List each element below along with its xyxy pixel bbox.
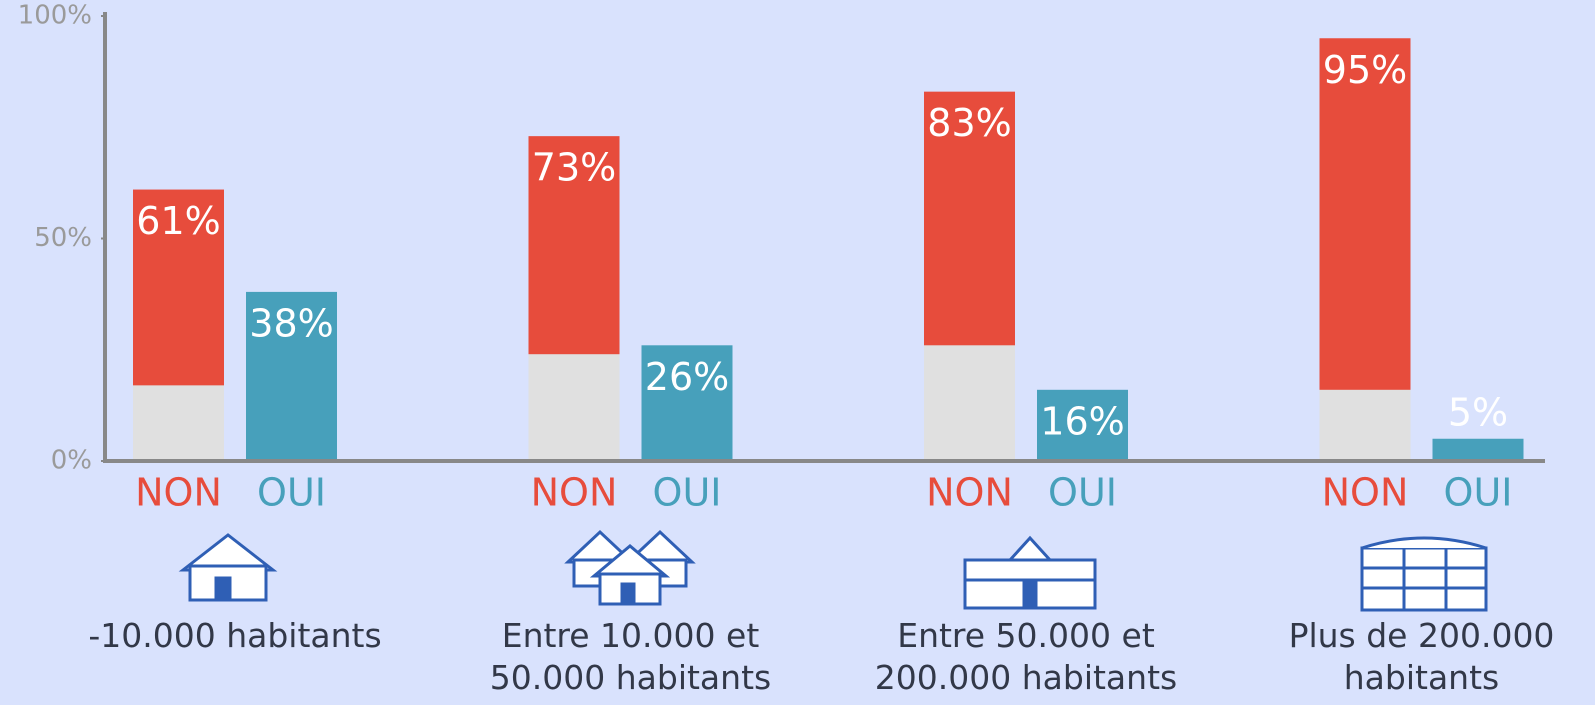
icons xyxy=(183,532,1486,610)
value-label: 73% xyxy=(532,146,616,190)
chart: 0% 50% 100% 61% NON 38% OUI 73% NON 26% OUI 83% NON 1… xyxy=(0,0,1595,705)
value-label: 38% xyxy=(249,301,333,345)
bar xyxy=(1433,439,1524,461)
series-label: NON xyxy=(531,471,618,515)
y-tick-label: 100% xyxy=(18,1,92,31)
bar-base xyxy=(133,385,224,461)
category-label: Entre 50.000 et 200.000 habitants xyxy=(846,615,1206,699)
series-label: OUI xyxy=(653,471,722,515)
series-label: NON xyxy=(135,471,222,515)
chart-page: 0% 50% 100% 61% NON 38% OUI 73% NON 26% OUI 83% NON 1… xyxy=(0,0,1595,705)
y-tick-label: 0% xyxy=(51,446,92,476)
bar-base xyxy=(924,345,1015,461)
series-label: OUI xyxy=(1048,471,1117,515)
series-label: NON xyxy=(926,471,1013,515)
series-label: OUI xyxy=(1444,471,1513,515)
series-label: OUI xyxy=(257,471,326,515)
category-label: Entre 10.000 et 50.000 habitants xyxy=(451,615,811,699)
category-label: -10.000 habitants xyxy=(55,615,415,657)
value-label: 83% xyxy=(927,101,1011,145)
bar-base xyxy=(529,354,620,461)
category-label: Plus de 200.000 habitants xyxy=(1242,615,1595,699)
y-tick-label: 50% xyxy=(34,223,92,253)
value-label: 61% xyxy=(136,199,220,243)
value-label: 16% xyxy=(1040,399,1124,443)
bar-base xyxy=(1320,390,1411,461)
value-label: 26% xyxy=(645,355,729,399)
house-icon xyxy=(183,535,273,600)
value-label: 95% xyxy=(1323,48,1407,92)
value-label: 5% xyxy=(1448,390,1508,434)
series-label: NON xyxy=(1322,471,1409,515)
building-icon xyxy=(1362,538,1486,610)
townhall-icon xyxy=(965,538,1095,608)
houses-icon xyxy=(568,532,692,604)
